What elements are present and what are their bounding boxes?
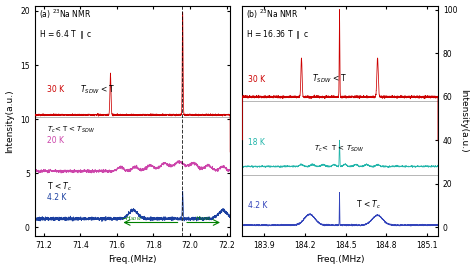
- Text: (a) $^{23}$Na NMR: (a) $^{23}$Na NMR: [38, 8, 91, 21]
- Text: (b) $^{23}$Na NMR: (b) $^{23}$Na NMR: [246, 8, 299, 21]
- Y-axis label: Intensity(a.u.): Intensity(a.u.): [6, 89, 15, 153]
- Y-axis label: Intensity(a.u.): Intensity(a.u.): [459, 89, 468, 153]
- Text: $T_{SDW}$ < T: $T_{SDW}$ < T: [80, 83, 116, 96]
- Text: 4.2 K: 4.2 K: [47, 193, 67, 202]
- Text: 30 K: 30 K: [248, 75, 265, 84]
- Text: 20 K: 20 K: [47, 136, 64, 145]
- Text: T < $T_c$: T < $T_c$: [356, 199, 382, 211]
- Text: 18 K: 18 K: [248, 138, 264, 147]
- Text: 30 K: 30 K: [47, 85, 64, 94]
- Text: H = 6.4 T $\parallel$ c: H = 6.4 T $\parallel$ c: [38, 29, 92, 41]
- Text: T < $T_c$: T < $T_c$: [47, 181, 73, 193]
- X-axis label: Freq.(MHz): Freq.(MHz): [108, 255, 156, 264]
- Text: $T_{SDW}$ < T: $T_{SDW}$ < T: [311, 73, 347, 85]
- Text: H = 16.36 T $\parallel$ c: H = 16.36 T $\parallel$ c: [246, 29, 310, 41]
- X-axis label: Freq.(MHz): Freq.(MHz): [316, 255, 365, 264]
- Text: $T_c$<  T < $T_{SDW}$: $T_c$< T < $T_{SDW}$: [314, 144, 365, 154]
- Text: $H_{SDW}$: $H_{SDW}$: [194, 214, 211, 223]
- Text: $T_c$< T < $T_{SDW}$: $T_c$< T < $T_{SDW}$: [47, 125, 95, 135]
- Text: $-H_{SDW}$: $-H_{SDW}$: [121, 214, 142, 223]
- Text: 4.2 K: 4.2 K: [248, 201, 267, 210]
